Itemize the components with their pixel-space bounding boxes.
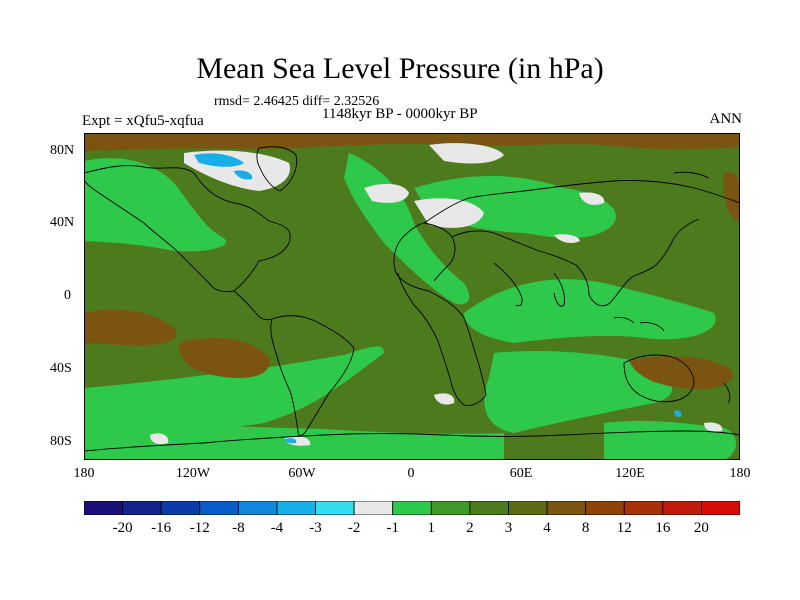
map-frame <box>84 133 740 460</box>
colorbar <box>84 501 740 515</box>
colorbar-label: 3 <box>504 520 513 536</box>
colorbar-box <box>315 501 355 515</box>
pressure-anomaly-map <box>84 133 740 460</box>
lat-tick-80n: 80N <box>50 143 75 158</box>
plot-title: Mean Sea Level Pressure (in hPa) <box>196 52 604 85</box>
lon-tick-60w: 60W <box>288 466 316 481</box>
colorbar-label: -1 <box>386 520 399 536</box>
colorbar-label: 1 <box>427 520 436 536</box>
colorbar-box <box>508 501 548 515</box>
colorbar-label: -8 <box>232 520 245 536</box>
lat-tick-80s: 80S <box>50 434 72 449</box>
colorbar-label: -12 <box>189 520 210 536</box>
colorbar-label: 8 <box>581 520 590 536</box>
colorbar-box <box>392 501 432 515</box>
lon-tick-180e: 180 <box>729 466 751 481</box>
colorbar-label: 16 <box>655 520 671 536</box>
colorbar-box <box>701 501 740 515</box>
colorbar-label: 12 <box>616 520 632 536</box>
colorbar-label: 2 <box>466 520 474 536</box>
lon-tick-120e: 120E <box>615 466 645 481</box>
lat-tick-40n: 40N <box>50 215 75 230</box>
colorbar-box <box>199 501 239 515</box>
colorbar-label: 4 <box>543 520 551 536</box>
colorbar-box <box>237 501 278 515</box>
coastlines <box>84 146 740 452</box>
colorbar-box <box>546 501 587 515</box>
brown-regions <box>84 133 740 390</box>
colorbar-box <box>430 501 471 515</box>
colorbar-box <box>585 501 625 515</box>
period-label: 1148kyr BP - 0000kyr BP <box>322 106 478 122</box>
lon-tick-60e: 60E <box>509 466 533 481</box>
colorbar-label: -16 <box>151 520 172 536</box>
colorbar-box <box>276 501 316 515</box>
colorbar-box <box>84 501 123 515</box>
lon-tick-0: 0 <box>407 466 415 481</box>
lon-tick-120w: 120W <box>175 466 211 481</box>
colorbar-label: -20 <box>112 520 133 536</box>
lon-tick-180w: 180 <box>73 466 95 481</box>
colorbar-label: -2 <box>347 520 361 536</box>
lat-tick-40s: 40S <box>50 361 72 376</box>
colorbar-box <box>160 501 201 515</box>
colorbar-label: 20 <box>693 520 709 536</box>
colorbar-box <box>662 501 702 515</box>
negative-blue-regions <box>194 153 682 444</box>
colorbar-box <box>469 501 509 515</box>
colorbar-label: -3 <box>309 520 322 536</box>
experiment-label: Expt = xQfu5-xqfua <box>82 113 204 129</box>
lat-tick-0: 0 <box>64 288 71 303</box>
season-label: ANN <box>709 111 743 127</box>
colorbar-box <box>623 501 664 515</box>
stats-line: rmsd= 2.46425 diff= 2.32526 <box>214 94 380 109</box>
colorbar-label: -4 <box>270 520 284 536</box>
colorbar-box <box>122 501 162 515</box>
colorbar-box <box>353 501 394 515</box>
